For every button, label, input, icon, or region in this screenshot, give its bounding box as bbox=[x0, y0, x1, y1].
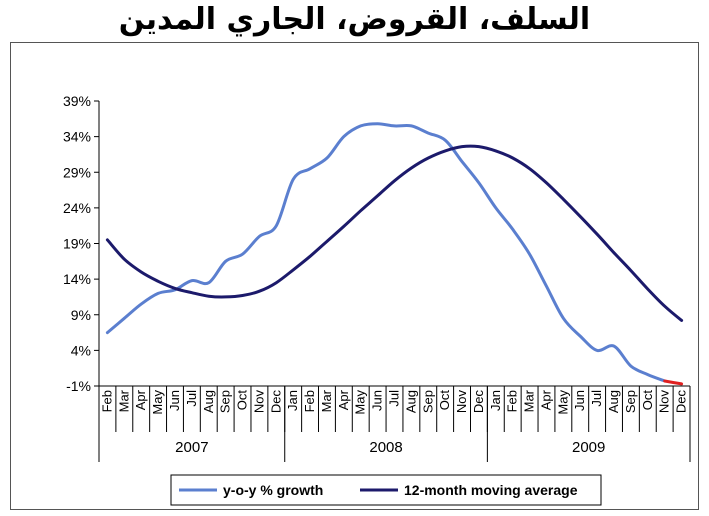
axes-layer: -1%4%9%14%19%24%29%34%39%Feb Mar Apr May Jun… bbox=[63, 93, 691, 462]
x-tick-label: Mar bbox=[319, 389, 334, 412]
legend: y-o-y % growth 12-month moving average bbox=[170, 474, 602, 506]
x-tick-label: May bbox=[150, 390, 165, 415]
x-tick-label: Jun bbox=[370, 390, 385, 411]
chart-title: السلف، القروض، الجاري المدين bbox=[118, 2, 591, 37]
x-tick-label: Mar bbox=[116, 389, 131, 412]
y-tick-label: 19% bbox=[63, 236, 91, 252]
x-tick-label: Jun bbox=[167, 390, 182, 411]
y-tick-label: 24% bbox=[63, 200, 91, 216]
year-label: 2007 bbox=[175, 439, 208, 456]
series-tail-yoy-growth bbox=[663, 379, 684, 386]
x-tick-label: Dec bbox=[674, 390, 689, 414]
series-layer bbox=[105, 122, 684, 386]
x-tick-label: Oct bbox=[235, 390, 250, 411]
x-tick-label: Oct bbox=[437, 390, 452, 411]
year-label: 2008 bbox=[369, 439, 402, 456]
x-tick-label: Mar bbox=[522, 389, 537, 412]
x-tick-label: Apr bbox=[539, 389, 554, 410]
x-tick-label: Nov bbox=[251, 390, 266, 414]
y-tick-label: 4% bbox=[71, 342, 91, 358]
x-tick-label: Aug bbox=[403, 390, 418, 413]
x-tick-label: Jul bbox=[184, 390, 199, 407]
series-line-moving-average bbox=[105, 144, 684, 322]
x-tick-label: Jan bbox=[285, 390, 300, 411]
series-line-yoy-growth bbox=[105, 122, 667, 383]
x-tick-label: Sep bbox=[420, 390, 435, 413]
chart-frame bbox=[10, 42, 699, 510]
x-tick-label: May bbox=[555, 390, 570, 415]
x-tick-label: Sep bbox=[623, 390, 638, 413]
x-tick-label: Feb bbox=[99, 390, 114, 412]
x-tick-label: Apr bbox=[133, 389, 148, 410]
y-tick-label: 39% bbox=[63, 93, 91, 109]
x-tick-label: May bbox=[353, 390, 368, 415]
year-label: 2009 bbox=[572, 439, 605, 456]
x-tick-label: Feb bbox=[505, 390, 520, 412]
x-tick-label: Feb bbox=[302, 390, 317, 412]
x-tick-label: Dec bbox=[268, 390, 283, 414]
legend-label: y-o-y % growth bbox=[223, 482, 323, 498]
y-tick-label: 9% bbox=[71, 307, 91, 323]
y-tick-label: 29% bbox=[63, 164, 91, 180]
legend-label: 12-month moving average bbox=[404, 482, 578, 498]
x-tick-label: Oct bbox=[640, 390, 655, 411]
x-tick-label: Jun bbox=[572, 390, 587, 411]
x-tick-label: Aug bbox=[201, 390, 216, 413]
x-tick-label: Nov bbox=[657, 390, 672, 414]
x-tick-label: Jan bbox=[488, 390, 503, 411]
x-tick-label: Dec bbox=[471, 390, 486, 414]
x-tick-label: Apr bbox=[336, 389, 351, 410]
y-tick-label: -1% bbox=[66, 378, 91, 394]
y-tick-label: 14% bbox=[63, 271, 91, 287]
y-tick-label: 34% bbox=[63, 129, 91, 145]
x-tick-label: Sep bbox=[218, 390, 233, 413]
x-tick-label: Aug bbox=[606, 390, 621, 413]
x-tick-label: Nov bbox=[454, 390, 469, 414]
x-tick-label: Jul bbox=[387, 390, 402, 407]
x-tick-label: Jul bbox=[589, 390, 604, 407]
